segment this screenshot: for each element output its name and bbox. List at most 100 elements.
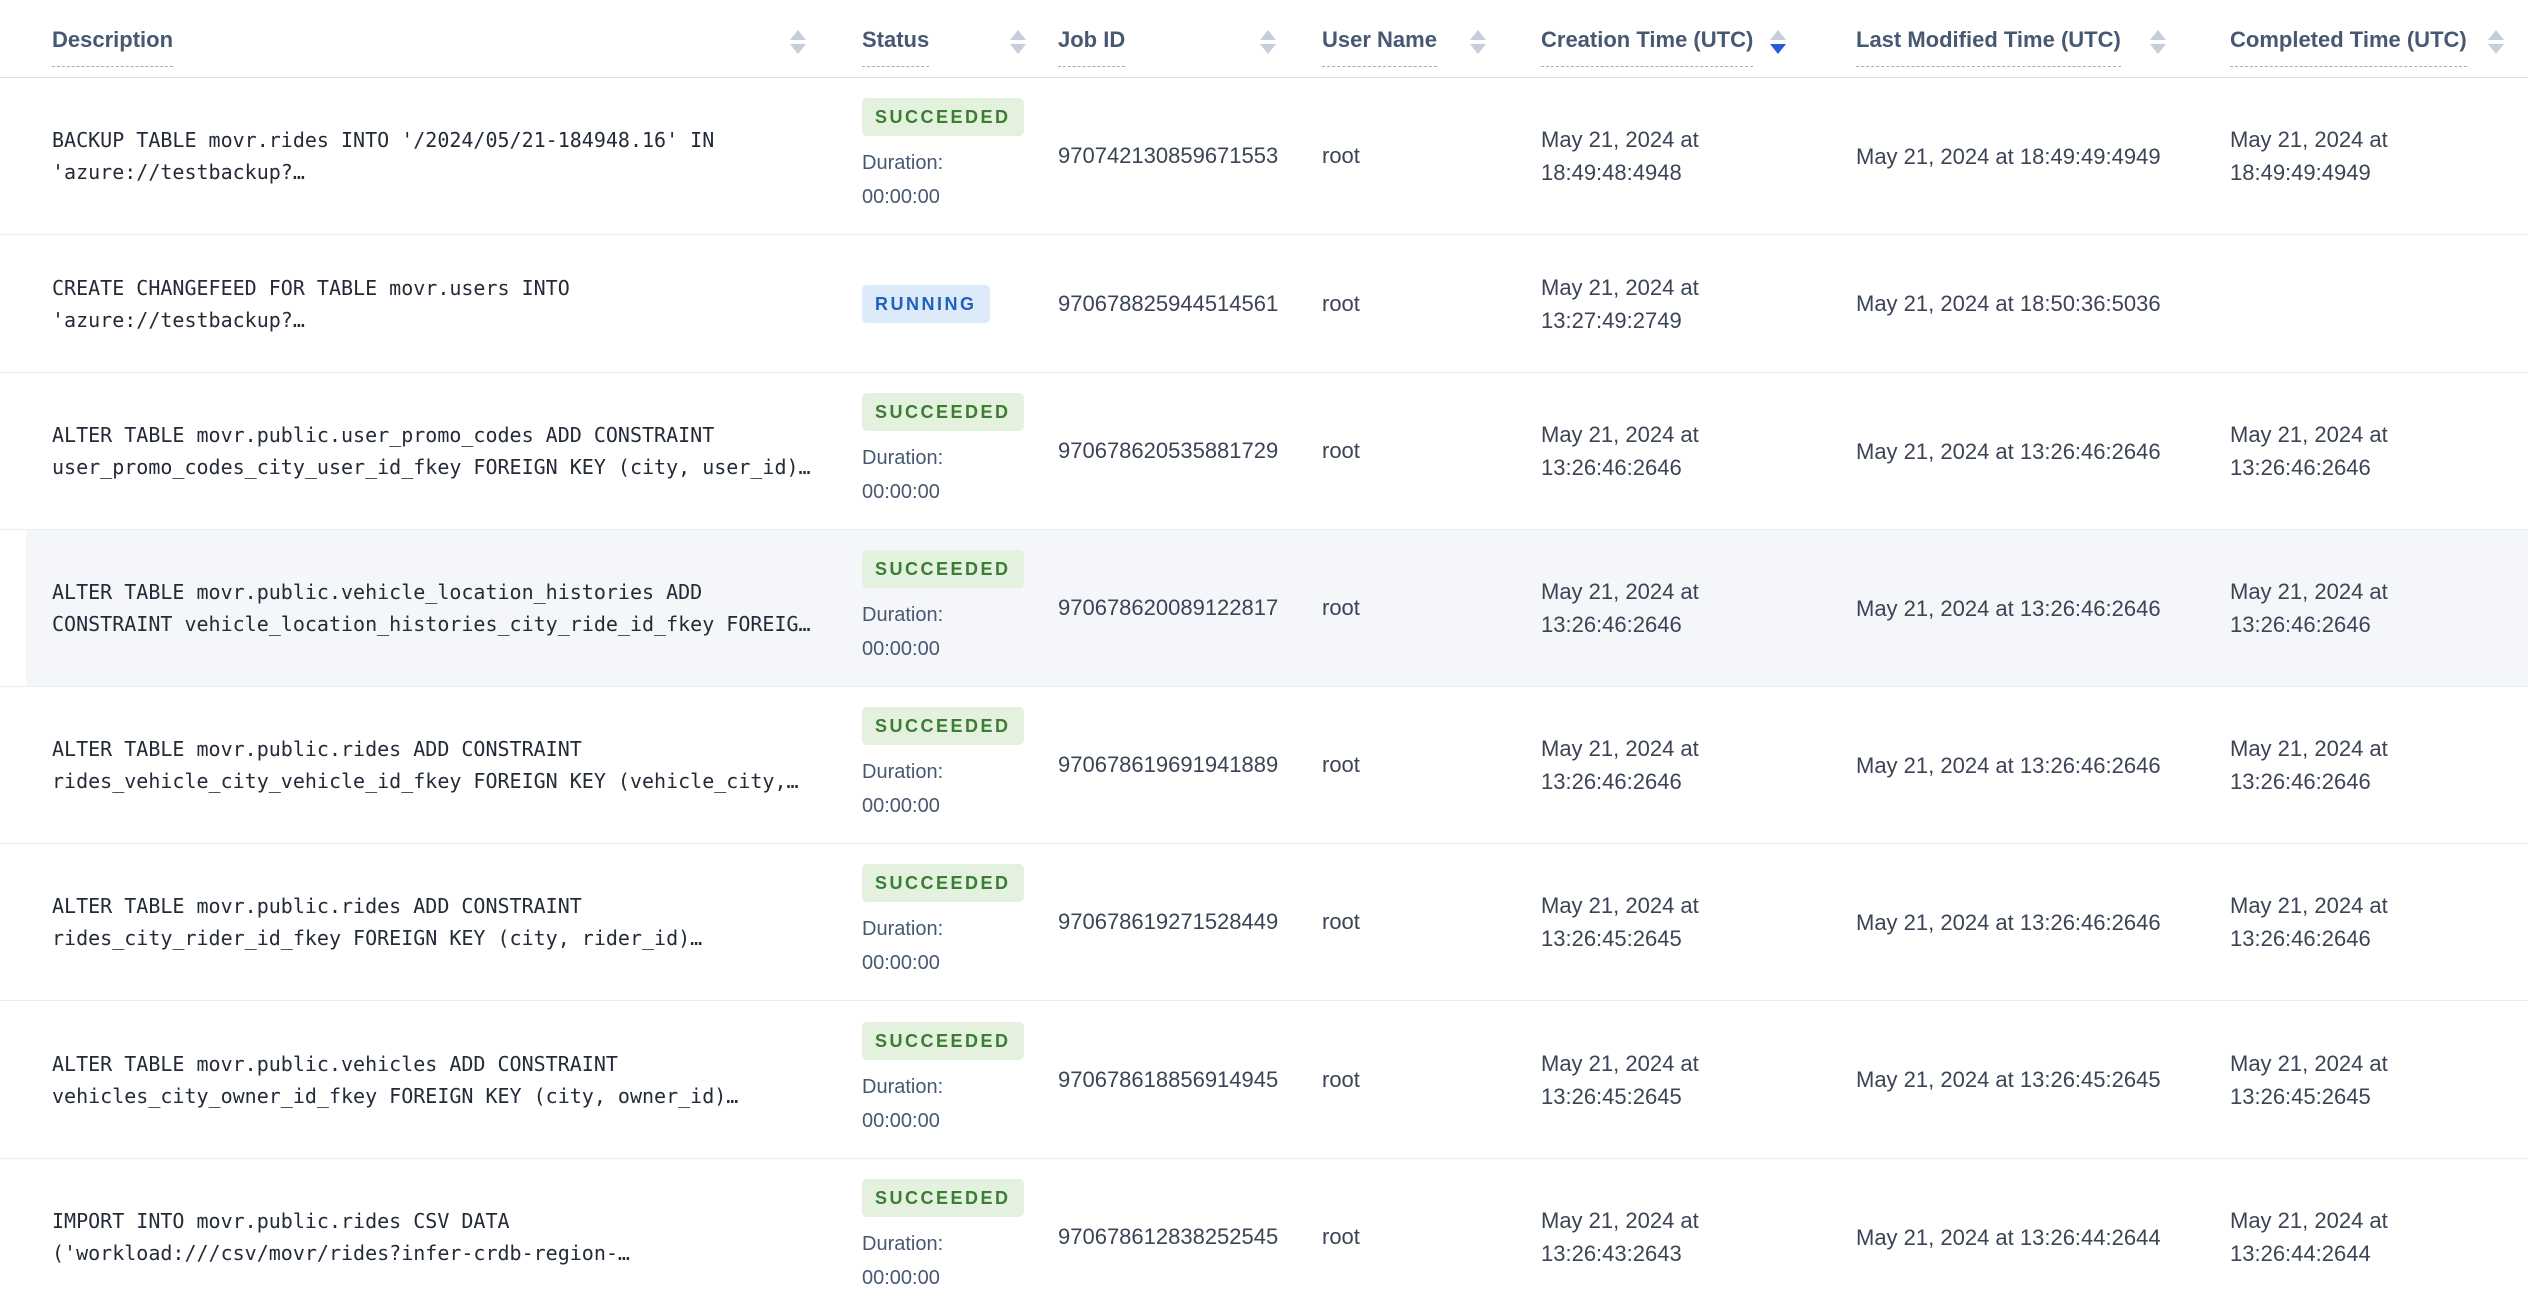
column-title: Last Modified Time (UTC) xyxy=(1856,27,2121,67)
creation-time-value: May 21, 2024 at 13:26:45:2645 xyxy=(1541,1050,1699,1109)
creation-time-value: May 21, 2024 at 13:27:49:2749 xyxy=(1541,274,1699,333)
header-cell-job-id[interactable]: Job ID xyxy=(1050,0,1300,77)
status-cell: SUCCEEDED Duration: 00:00:00 xyxy=(830,864,1050,980)
user-name-value: root xyxy=(1322,909,1360,934)
status-badge: SUCCEEDED xyxy=(862,1179,1024,1217)
job-id-value: 970742130859671553 xyxy=(1058,143,1279,168)
status-badge: SUCCEEDED xyxy=(862,707,1024,745)
status-badge: SUCCEEDED xyxy=(862,1021,1024,1060)
user-name-cell: root xyxy=(1300,1067,1510,1093)
job-id-cell: 970678825944514561 xyxy=(1050,291,1300,317)
creation-time-value: May 21, 2024 at 13:26:45:2645 xyxy=(1541,893,1699,951)
last-modified-time-value: May 21, 2024 at 13:26:46:2646 xyxy=(1856,909,2161,935)
sort-ascending-icon xyxy=(1470,29,1486,40)
status-cell: RUNNING xyxy=(830,284,1050,323)
sort-ascending-icon xyxy=(2150,29,2166,40)
description-cell[interactable]: ALTER TABLE movr.public.vehicles ADD CON… xyxy=(0,1048,830,1112)
duration-label: Duration: xyxy=(862,1233,944,1255)
creation-time-value: May 21, 2024 at 13:26:46:2646 xyxy=(1541,736,1699,794)
job-description-text: BACKUP TABLE movr.rides INTO '/2024/05/2… xyxy=(52,128,715,184)
column-title: User Name xyxy=(1322,27,1437,67)
header-cell-completed-time-utc[interactable]: Completed Time (UTC) xyxy=(2190,0,2528,77)
last-modified-time-value: May 21, 2024 at 13:26:46:2646 xyxy=(1856,752,2161,778)
description-cell[interactable]: ALTER TABLE movr.public.user_promo_codes… xyxy=(0,419,830,483)
description-cell[interactable]: ALTER TABLE movr.public.vehicle_location… xyxy=(0,576,830,640)
duration-value: 00:00:00 xyxy=(862,638,940,660)
description-cell[interactable]: BACKUP TABLE movr.rides INTO '/2024/05/2… xyxy=(0,124,830,188)
job-id-value: 970678620535881729 xyxy=(1058,438,1279,463)
creation-time-cell: May 21, 2024 at 13:26:43:2643 xyxy=(1510,1204,1810,1270)
completed-time-value: May 21, 2024 at 13:26:46:2646 xyxy=(2230,579,2388,637)
sort-ascending-icon xyxy=(790,29,806,40)
duration-label: Duration: xyxy=(862,604,944,626)
header-cell-last-modified-time-utc[interactable]: Last Modified Time (UTC) xyxy=(1810,0,2190,77)
job-description-text: ALTER TABLE movr.public.user_promo_codes… xyxy=(52,423,811,479)
status-cell: SUCCEEDED Duration: 00:00:00 xyxy=(830,707,1050,823)
jobs-table-body: BACKUP TABLE movr.rides INTO '/2024/05/2… xyxy=(0,78,2528,1292)
column-title: Creation Time (UTC) xyxy=(1541,27,1754,67)
description-cell[interactable]: ALTER TABLE movr.public.rides ADD CONSTR… xyxy=(0,733,830,797)
user-name-value: root xyxy=(1322,290,1360,316)
last-modified-time-cell: May 21, 2024 at 18:50:36:5036 xyxy=(1810,287,2190,320)
table-row[interactable]: CREATE CHANGEFEED FOR TABLE movr.users I… xyxy=(0,235,2528,373)
user-name-value: root xyxy=(1322,1066,1360,1092)
job-id-cell: 970678612838252545 xyxy=(1050,1224,1300,1250)
completed-time-cell: May 21, 2024 at 13:26:46:2646 xyxy=(2190,889,2528,955)
table-row[interactable]: IMPORT INTO movr.public.rides CSV DATA (… xyxy=(0,1159,2528,1292)
description-cell[interactable]: ALTER TABLE movr.public.rides ADD CONSTR… xyxy=(0,890,830,954)
user-name-value: root xyxy=(1322,1224,1360,1249)
table-row[interactable]: ALTER TABLE movr.public.user_promo_codes… xyxy=(0,373,2528,530)
status-badge: SUCCEEDED xyxy=(862,864,1024,902)
sort-descending-icon xyxy=(1770,43,1786,54)
status-cell: SUCCEEDED Duration: 00:00:00 xyxy=(830,1021,1050,1138)
job-id-cell: 970742130859671553 xyxy=(1050,143,1300,169)
completed-time-cell: May 21, 2024 at 13:26:44:2644 xyxy=(2190,1204,2528,1270)
job-id-cell: 970678620535881729 xyxy=(1050,438,1300,464)
last-modified-time-value: May 21, 2024 at 18:49:49:4949 xyxy=(1856,143,2161,169)
creation-time-cell: May 21, 2024 at 13:26:46:2646 xyxy=(1510,575,1810,641)
last-modified-time-value: May 21, 2024 at 13:26:46:2646 xyxy=(1856,438,2161,464)
sort-arrows-icon[interactable] xyxy=(2488,29,2504,64)
sort-descending-icon xyxy=(1260,43,1276,54)
table-row[interactable]: ALTER TABLE movr.public.vehicles ADD CON… xyxy=(0,1001,2528,1159)
header-cell-creation-time-utc[interactable]: Creation Time (UTC) xyxy=(1510,0,1810,77)
table-row[interactable]: ALTER TABLE movr.public.vehicle_location… xyxy=(0,530,2528,687)
sort-descending-icon xyxy=(790,43,806,54)
description-cell[interactable]: CREATE CHANGEFEED FOR TABLE movr.users I… xyxy=(0,272,830,336)
header-cell-description[interactable]: Description xyxy=(0,0,830,77)
completed-time-value: May 21, 2024 at 13:26:46:2646 xyxy=(2230,422,2388,480)
user-name-value: root xyxy=(1322,595,1360,620)
duration-value: 00:00:00 xyxy=(862,481,940,503)
sort-arrows-icon[interactable] xyxy=(1770,29,1786,64)
status-cell: SUCCEEDED Duration: 00:00:00 xyxy=(830,550,1050,666)
sort-arrows-icon[interactable] xyxy=(790,29,806,64)
status-badge: RUNNING xyxy=(862,284,990,323)
last-modified-time-cell: May 21, 2024 at 13:26:46:2646 xyxy=(1810,906,2190,939)
user-name-cell: root xyxy=(1300,143,1510,169)
creation-time-value: May 21, 2024 at 13:26:43:2643 xyxy=(1541,1208,1699,1266)
duration-value: 00:00:00 xyxy=(862,795,940,817)
completed-time-cell: May 21, 2024 at 13:26:45:2645 xyxy=(2190,1047,2528,1113)
completed-time-value: May 21, 2024 at 13:26:44:2644 xyxy=(2230,1208,2388,1266)
sort-arrows-icon[interactable] xyxy=(1470,29,1486,64)
description-cell[interactable]: IMPORT INTO movr.public.rides CSV DATA (… xyxy=(0,1205,830,1269)
sort-arrows-icon[interactable] xyxy=(1260,29,1276,64)
sort-descending-icon xyxy=(2488,43,2504,54)
job-id-value: 970678619691941889 xyxy=(1058,752,1279,777)
sort-arrows-icon[interactable] xyxy=(1010,29,1026,64)
header-cell-user-name[interactable]: User Name xyxy=(1300,0,1510,77)
header-cell-status[interactable]: Status xyxy=(830,0,1050,77)
sort-arrows-icon[interactable] xyxy=(2150,29,2166,64)
job-description-text: CREATE CHANGEFEED FOR TABLE movr.users I… xyxy=(52,275,570,332)
sort-ascending-icon xyxy=(1260,29,1276,40)
completed-time-cell: May 21, 2024 at 13:26:46:2646 xyxy=(2190,575,2528,641)
duration-label: Duration: xyxy=(862,1075,944,1098)
table-row[interactable]: BACKUP TABLE movr.rides INTO '/2024/05/2… xyxy=(0,78,2528,235)
duration-label: Duration: xyxy=(862,447,944,469)
sort-descending-icon xyxy=(1010,43,1026,54)
table-row[interactable]: ALTER TABLE movr.public.rides ADD CONSTR… xyxy=(0,687,2528,844)
last-modified-time-value: May 21, 2024 at 13:26:46:2646 xyxy=(1856,595,2161,621)
table-row[interactable]: ALTER TABLE movr.public.rides ADD CONSTR… xyxy=(0,844,2528,1001)
creation-time-value: May 21, 2024 at 18:49:48:4948 xyxy=(1541,127,1699,185)
completed-time-value: May 21, 2024 at 13:26:46:2646 xyxy=(2230,893,2388,951)
